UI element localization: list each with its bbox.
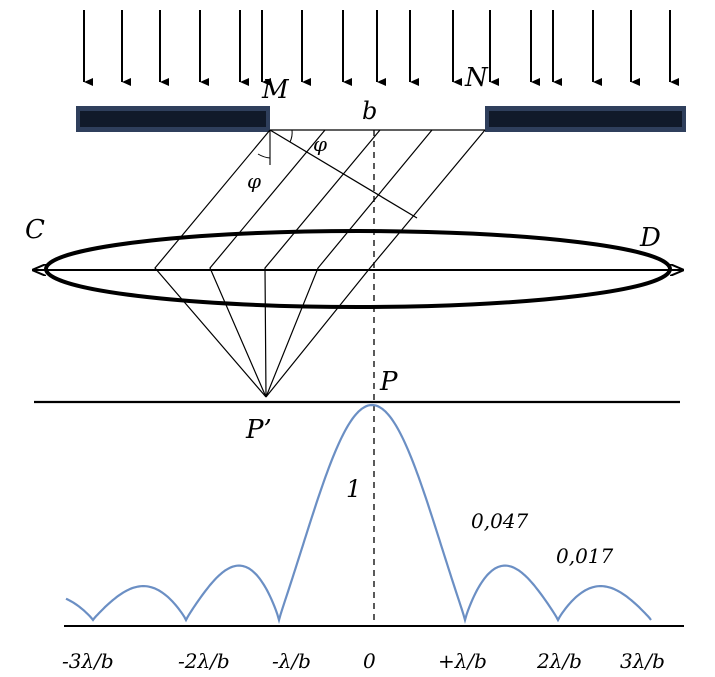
label-first-max: 0,047: [471, 509, 529, 533]
label-phi-right: φ: [313, 132, 327, 156]
ray-2: [209, 129, 326, 398]
tick-label: -3λ/b: [62, 649, 114, 673]
tick-label: 2λ/b: [536, 649, 582, 673]
label-b: b: [362, 97, 377, 125]
ray-5: [265, 129, 486, 398]
incident-light-arrows: [83, 10, 679, 86]
tick-label: -λ/b: [272, 649, 311, 673]
tick-label: 0: [363, 649, 376, 673]
slit-plate-right-core: [489, 111, 682, 127]
diffracted-rays: [154, 129, 486, 398]
intensity-curve: [65, 403, 652, 625]
label-second-max: 0,017: [556, 544, 614, 568]
label-P-prime: P’: [245, 415, 272, 445]
label-P: P: [379, 367, 398, 397]
wavefront-line: [269, 129, 418, 219]
label-phi-left: φ: [247, 169, 261, 193]
tick-label: +λ/b: [438, 649, 487, 673]
slit-plate: [76, 106, 686, 132]
tick-label: -2λ/b: [178, 649, 230, 673]
label-central-peak: 1: [346, 475, 361, 503]
label-N: N: [464, 63, 489, 93]
angle-arc-right: [289, 129, 293, 143]
slit-plate-left-core: [80, 111, 266, 127]
angle-arc-left: [257, 153, 271, 159]
tick-label: 3λ/b: [620, 649, 665, 673]
label-M: M: [261, 75, 290, 105]
axis-tick-labels: -3λ/b -2λ/b -λ/b 0 +λ/b 2λ/b 3λ/b: [62, 649, 665, 673]
label-D: D: [639, 223, 661, 253]
label-C: C: [25, 215, 45, 245]
